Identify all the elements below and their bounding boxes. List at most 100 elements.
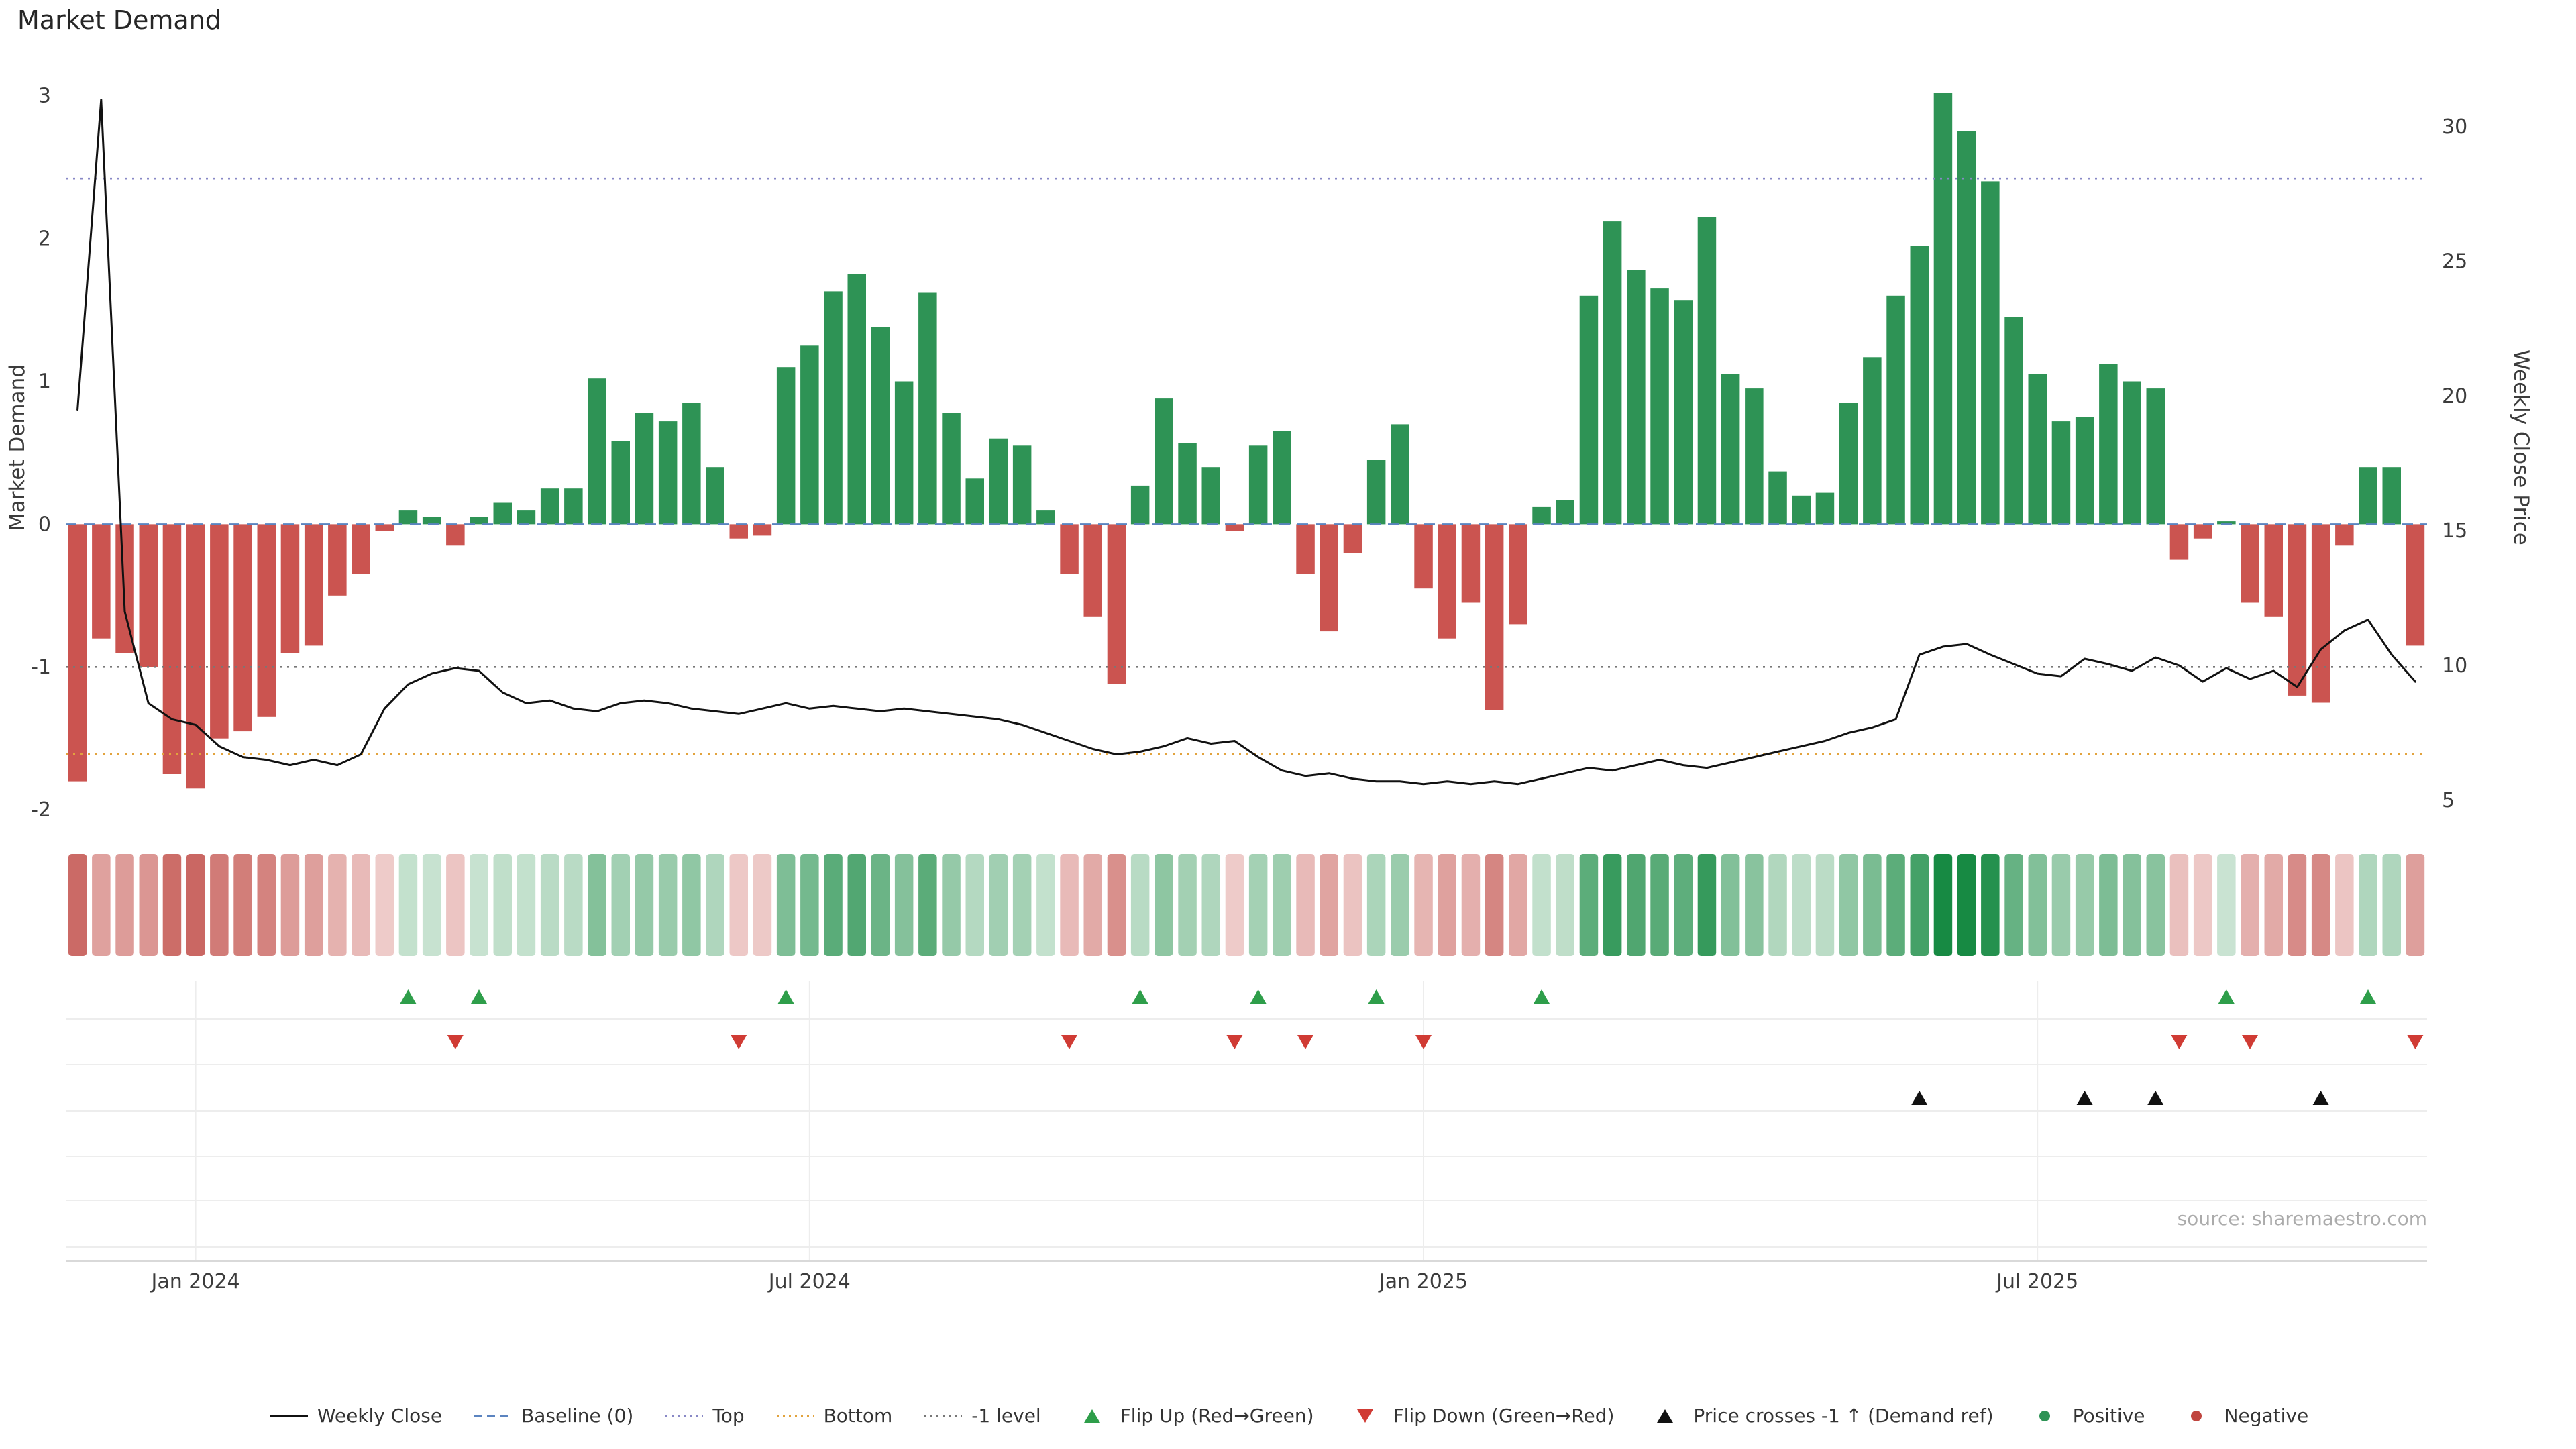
heatmap-cell — [92, 854, 111, 956]
chart-title: Market Demand — [17, 5, 221, 35]
demand-bar — [2051, 421, 2071, 525]
right-axis-tick: 5 — [2442, 789, 2455, 812]
demand-bar — [706, 467, 724, 525]
demand-bar — [1839, 402, 1858, 525]
demand-bar — [2241, 524, 2259, 603]
heatmap-cell — [2004, 854, 2023, 956]
heatmap-cell — [1060, 854, 1079, 956]
demand-bar — [1957, 131, 1976, 525]
heatmap-cell — [280, 854, 300, 956]
demand-bar — [2123, 381, 2141, 525]
demand-bar — [1083, 524, 1102, 617]
demand-bar — [1745, 388, 1764, 525]
demand-bar — [1296, 524, 1315, 574]
demand-bar — [2359, 467, 2377, 525]
legend-item-flip-down: Flip Down (Green→Red) — [1344, 1405, 1615, 1427]
demand-bar — [2146, 388, 2165, 525]
demand-bar — [1532, 506, 1551, 525]
swatch-triangle-down — [1356, 1409, 1373, 1423]
legend-label: Flip Down (Green→Red) — [1393, 1405, 1615, 1427]
left-axis-tick: -2 — [31, 798, 51, 822]
demand-bar — [588, 378, 606, 525]
heatmap-cell — [1933, 854, 1953, 956]
heatmap-cell — [1981, 854, 2000, 956]
flip-down-legend-swatch-icon — [1356, 1409, 1373, 1423]
demand-bar — [1556, 500, 1574, 525]
heatmap-cell — [1273, 854, 1291, 956]
demand-bar — [186, 524, 205, 789]
legend-item-top: Top — [663, 1405, 745, 1427]
demand-bar — [540, 488, 559, 525]
heatmap-cell — [1438, 854, 1456, 956]
flip-up-marker — [471, 989, 487, 1004]
heatmap-cell — [1012, 854, 1032, 956]
flip-up-marker — [1250, 989, 1267, 1004]
heatmap-cell — [2123, 854, 2141, 956]
demand-bar — [2382, 467, 2401, 525]
heatmap-cell — [2264, 854, 2283, 956]
minus-1-level-legend-swatch-icon — [924, 1415, 963, 1417]
heatmap-cell — [682, 854, 701, 956]
flip-up-marker — [400, 989, 417, 1004]
demand-bar — [280, 524, 300, 653]
heatmap-cell — [658, 854, 678, 956]
heatmap-cell — [1910, 854, 1929, 956]
source-text: source: sharemaestro.com — [2178, 1208, 2427, 1230]
heatmap-cell — [2028, 854, 2047, 956]
heatmap-cell — [2382, 854, 2401, 956]
flip-up-marker — [1534, 989, 1550, 1004]
heatmap-cell — [776, 854, 796, 956]
price-cross-minus1-marker — [2147, 1091, 2164, 1105]
demand-bar — [1201, 467, 1220, 525]
heatmap-cell — [2288, 854, 2307, 956]
demand-bar — [398, 510, 418, 525]
heatmap-cell — [446, 854, 465, 956]
heatmap-cell — [1201, 854, 1220, 956]
bottom-legend-swatch-icon — [776, 1415, 814, 1417]
demand-bar — [1461, 524, 1481, 603]
demand-bar — [1414, 524, 1433, 589]
demand-bar — [894, 381, 914, 525]
heatmap-cell — [2075, 854, 2094, 956]
heatmap-cell — [233, 854, 252, 956]
heatmap-cell — [894, 854, 914, 956]
negative-legend-swatch-icon — [2190, 1410, 2202, 1421]
demand-bar — [2004, 317, 2023, 525]
heatmap-cell — [1509, 854, 1527, 956]
heatmap-cell — [2359, 854, 2377, 956]
heatmap-cell — [1391, 854, 1409, 956]
legend-label: Baseline (0) — [521, 1405, 634, 1427]
demand-bar — [1650, 288, 1669, 525]
heatmap-cell — [1107, 854, 1126, 956]
demand-bar — [776, 367, 796, 525]
heatmap-cell — [493, 854, 512, 956]
heatmap-cell — [470, 854, 488, 956]
demand-bar — [1391, 424, 1409, 525]
heatmap-cell — [2169, 854, 2189, 956]
left-axis-tick: 1 — [38, 370, 51, 394]
demand-bar — [942, 413, 961, 525]
demand-bar — [2406, 524, 2425, 646]
heatmap-cell — [1579, 854, 1599, 956]
legend-item-flip-up: Flip Up (Red→Green) — [1071, 1405, 1314, 1427]
demand-bar — [847, 274, 866, 525]
demand-bar — [611, 441, 630, 525]
heatmap-cell — [1178, 854, 1197, 956]
heatmap-cell — [1532, 854, 1551, 956]
demand-bar — [2311, 524, 2330, 703]
heatmap-cell — [871, 854, 890, 956]
heatmap-cell — [1225, 854, 1244, 956]
flip-up-marker — [1132, 989, 1148, 1004]
legend-item-bottom: Bottom — [774, 1405, 892, 1427]
heatmap-cell — [2406, 854, 2425, 956]
heatmap-cell — [1036, 854, 1055, 956]
demand-bar — [1248, 445, 1268, 525]
demand-bar — [470, 517, 488, 525]
heatmap-cell — [1697, 854, 1717, 956]
swatch-circle — [2039, 1410, 2050, 1421]
heatmap-cell — [1957, 854, 1976, 956]
legend-label: Top — [712, 1405, 745, 1427]
flip-up-marker — [2218, 989, 2235, 1004]
demand-bar — [1627, 270, 1646, 525]
